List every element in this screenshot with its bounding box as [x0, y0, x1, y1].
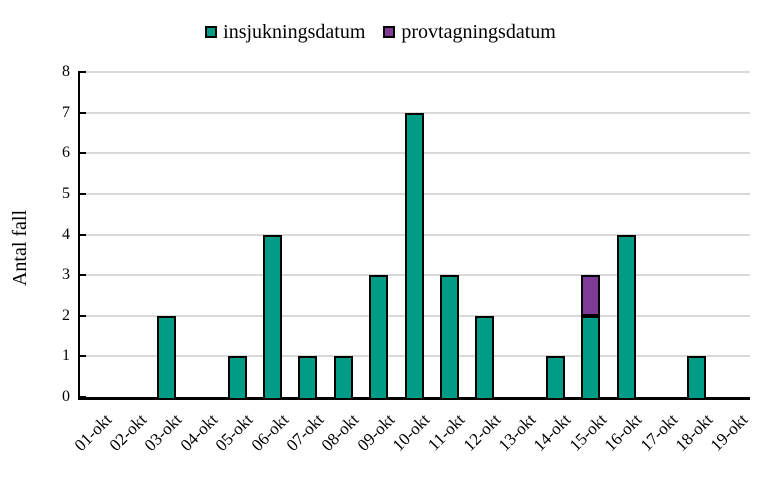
legend-marker-provtagningsdatum-icon [383, 26, 396, 38]
legend: insjukningsdatum provtagningsdatum [0, 18, 761, 46]
y-tick-mark [78, 111, 86, 114]
y-axis-title: Antal fall [9, 209, 31, 287]
bar-05-okt-insjukningsdatum [227, 356, 247, 400]
gridline [80, 71, 750, 73]
bar-12-okt-insjukningsdatum [475, 315, 495, 400]
bar-14-okt-insjukningsdatum [545, 356, 565, 400]
y-tick-mark [78, 192, 86, 195]
bar-07-okt-insjukningsdatum [298, 356, 318, 400]
legend-item-provtagningsdatum: provtagningsdatum [383, 20, 556, 44]
y-tick-mark [78, 71, 86, 73]
y-tick-mark [78, 152, 86, 155]
y-tick-label: 7 [62, 103, 70, 121]
y-tick-label: 4 [62, 225, 70, 243]
y-tick-mark [78, 355, 86, 358]
legend-item-insjukningsdatum: insjukningsdatum [205, 20, 365, 44]
y-tick-mark [78, 314, 86, 317]
y-tick-label: 8 [62, 63, 70, 80]
bar-16-okt-insjukningsdatum [616, 234, 636, 400]
bar-15-okt-provtagningsdatum [581, 275, 601, 316]
bar-08-okt-insjukningsdatum [333, 356, 353, 400]
bar-18-okt-insjukningsdatum [687, 356, 707, 400]
y-tick-label: 5 [62, 184, 70, 202]
bar-09-okt-insjukningsdatum [369, 275, 389, 400]
y-tick-label: 6 [62, 144, 70, 162]
y-tick-mark [78, 274, 86, 277]
y-tick-label: 3 [62, 266, 70, 284]
legend-marker-insjukningsdatum-icon [205, 26, 218, 38]
bar-10-okt-insjukningsdatum [404, 112, 424, 400]
y-tick-label: 2 [62, 306, 70, 324]
bar-15-okt-insjukningsdatum [581, 315, 601, 400]
legend-label: provtagningsdatum [401, 21, 556, 43]
bar-06-okt-insjukningsdatum [263, 234, 283, 400]
legend-label: insjukningsdatum [223, 21, 366, 43]
y-axis-line [78, 72, 80, 400]
bar-11-okt-insjukningsdatum [439, 275, 459, 400]
bar-03-okt-insjukningsdatum [156, 315, 176, 400]
y-tick-label: 1 [62, 347, 70, 365]
y-tick-label: 0 [62, 388, 70, 405]
y-tick-mark [78, 233, 86, 236]
